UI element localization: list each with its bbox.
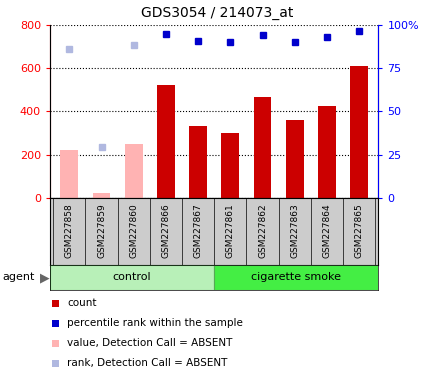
- Text: rank, Detection Call = ABSENT: rank, Detection Call = ABSENT: [67, 358, 227, 368]
- Text: GDS3054 / 214073_at: GDS3054 / 214073_at: [141, 7, 293, 20]
- Text: cigarette smoke: cigarette smoke: [251, 272, 341, 283]
- Text: GSM227860: GSM227860: [129, 203, 138, 258]
- Text: count: count: [67, 298, 97, 308]
- Bar: [60, 150, 78, 198]
- Text: ▶: ▶: [40, 271, 50, 284]
- Bar: [125, 144, 142, 198]
- Text: GSM227867: GSM227867: [193, 203, 202, 258]
- Text: GSM227859: GSM227859: [97, 203, 106, 258]
- Bar: [214, 265, 378, 290]
- Text: value, Detection Call = ABSENT: value, Detection Call = ABSENT: [67, 338, 232, 348]
- Text: GSM227862: GSM227862: [257, 203, 266, 258]
- Text: GSM227865: GSM227865: [354, 203, 363, 258]
- Text: agent: agent: [2, 272, 34, 283]
- Text: control: control: [112, 272, 151, 283]
- Text: GSM227864: GSM227864: [322, 203, 331, 258]
- Text: GSM227866: GSM227866: [161, 203, 170, 258]
- Bar: [285, 120, 303, 198]
- Bar: [157, 86, 174, 198]
- Bar: [253, 97, 271, 198]
- Text: GSM227861: GSM227861: [225, 203, 234, 258]
- Bar: [189, 126, 207, 198]
- Text: GSM227858: GSM227858: [65, 203, 74, 258]
- Bar: [317, 106, 335, 198]
- Bar: [221, 133, 239, 198]
- Bar: [349, 66, 367, 198]
- Bar: [50, 265, 214, 290]
- Text: percentile rank within the sample: percentile rank within the sample: [67, 318, 243, 328]
- Text: GSM227863: GSM227863: [289, 203, 299, 258]
- Bar: [92, 194, 110, 198]
